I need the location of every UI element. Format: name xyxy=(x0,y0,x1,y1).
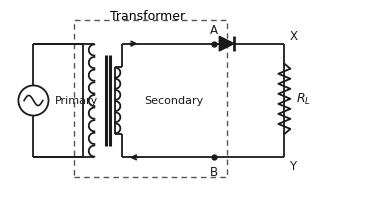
Bar xyxy=(74,21,227,178)
Text: Y: Y xyxy=(289,159,297,172)
Polygon shape xyxy=(219,37,234,52)
Text: Secondary: Secondary xyxy=(144,96,204,106)
Text: X: X xyxy=(289,30,297,43)
Text: Transformer: Transformer xyxy=(110,10,185,23)
Text: Primary: Primary xyxy=(55,96,99,106)
Text: B: B xyxy=(210,165,218,178)
Text: A: A xyxy=(210,24,218,37)
Text: $R_L$: $R_L$ xyxy=(296,92,311,107)
